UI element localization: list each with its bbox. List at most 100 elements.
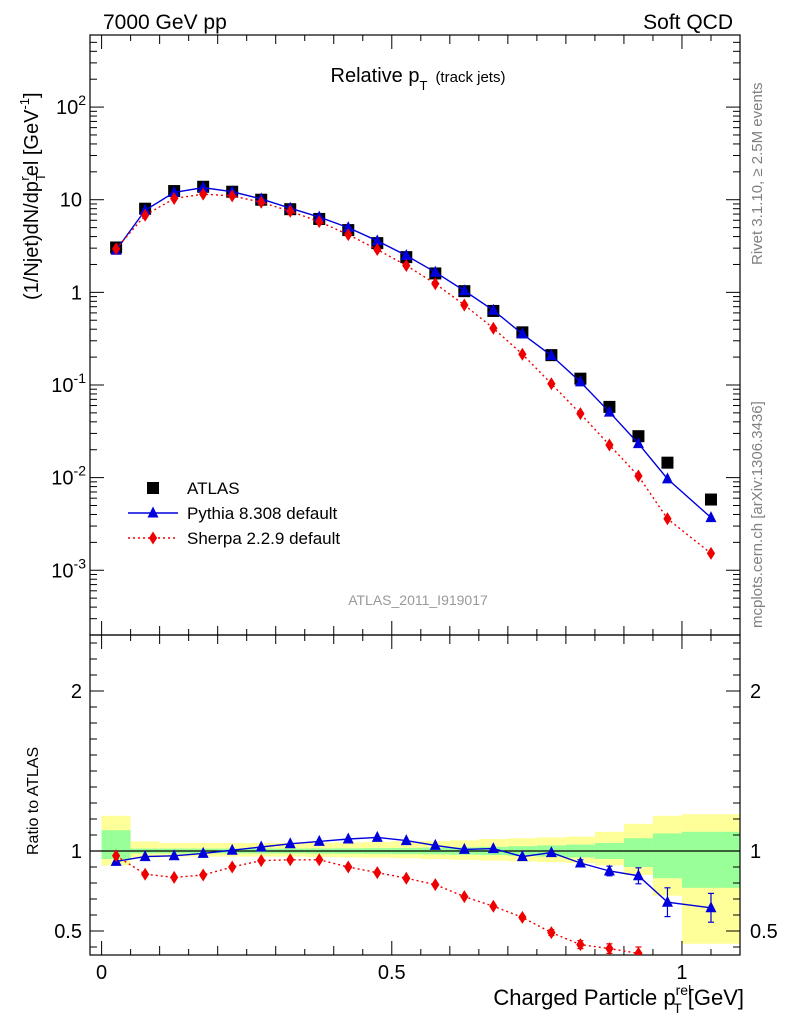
data-point <box>431 277 440 291</box>
mcplots-label: mcplots.cern.ch [arXiv:1306.3436] <box>749 401 766 628</box>
data-point <box>518 347 527 361</box>
data-point <box>313 834 325 846</box>
data-point <box>199 187 208 201</box>
data-point <box>489 321 498 335</box>
legend-label: Sherpa 2.2.9 default <box>187 529 340 548</box>
bottom-panel-border <box>89 634 741 956</box>
y-tick-label: 1 <box>71 841 82 863</box>
data-point <box>342 221 354 233</box>
data-point <box>402 258 411 272</box>
x-tick-label: 0 <box>96 962 107 984</box>
data-point <box>489 899 498 913</box>
header-left: 7000 GeV pp <box>103 11 227 34</box>
data-point <box>487 842 499 854</box>
data-point <box>286 853 295 867</box>
bottom-panel-frame: 0.5 0.5 1 1 2 2 0 0.5 1 <box>54 634 778 984</box>
x-tick-label: 0.5 <box>378 962 406 984</box>
data-point <box>373 866 382 880</box>
data-point <box>315 215 324 229</box>
ratio-band-inner <box>623 838 653 867</box>
data-point <box>168 185 180 197</box>
data-point <box>705 901 717 913</box>
data-point <box>199 868 208 882</box>
bottom-panel-text: Ratio to ATLAS Charged Particle prel T [Ge… <box>25 747 744 1016</box>
x-axis-label-main: Charged Particle p <box>493 985 675 1010</box>
data-point <box>632 869 644 881</box>
legend-marker <box>148 531 158 545</box>
data-point <box>402 871 411 885</box>
data-point <box>603 864 615 876</box>
data-point <box>315 853 324 867</box>
y-tick-label: 10-3 <box>51 555 86 582</box>
data-point <box>574 375 586 387</box>
watermark: ATLAS_2011_I919017 <box>348 592 488 608</box>
data-point <box>576 407 585 421</box>
data-point <box>170 870 179 884</box>
data-point <box>518 910 527 924</box>
data-point <box>460 890 469 904</box>
data-point <box>255 840 267 852</box>
data-point <box>373 243 382 257</box>
data-point <box>706 546 716 560</box>
data-point <box>400 248 412 260</box>
data-point <box>168 849 180 861</box>
data-point <box>111 242 121 256</box>
legend-label: Pythia 8.308 default <box>187 504 338 523</box>
data-point <box>257 195 266 209</box>
data-point <box>632 430 645 443</box>
data-point <box>429 838 441 850</box>
data-point <box>371 830 383 842</box>
data-point <box>634 469 643 483</box>
y-axis-label-bottom: Ratio to ATLAS <box>25 747 42 855</box>
y-tick-label: 1 <box>71 282 82 304</box>
x-axis-label-sup: rel <box>676 982 692 998</box>
y-tick-label: 10-1 <box>51 370 86 397</box>
legend-label: ATLAS <box>187 479 240 498</box>
data-point <box>228 860 237 874</box>
data-point <box>460 298 469 312</box>
data-point <box>400 834 412 846</box>
data-point <box>605 438 614 452</box>
top-panel-text: Relative pT (track jets) ATLAS_2011_I9190… <box>17 65 505 608</box>
data-point <box>545 846 557 858</box>
top-panel-data <box>110 180 717 560</box>
y-axis-label-top: (1/Njet)dN/dpTrel [GeV-1] <box>17 92 48 300</box>
legend: ATLAS Pythia 8.308 default Sherpa 2.2.9 de… <box>128 479 340 548</box>
data-point <box>139 850 151 862</box>
ratio-band-inner <box>681 831 740 888</box>
data-point <box>111 849 121 863</box>
data-point <box>704 493 717 506</box>
legend-marker <box>147 482 159 494</box>
data-point <box>605 942 614 955</box>
x-axis-label: Charged Particle prel T [GeV] <box>493 982 744 1016</box>
data-point <box>257 854 266 868</box>
y-tick-label: 0.5 <box>54 921 82 943</box>
y-tick-label: 10 <box>60 190 82 212</box>
legend-marker <box>147 506 159 518</box>
header-right: Soft QCD <box>643 11 733 34</box>
ratio-band-inner <box>652 833 682 879</box>
data-point <box>342 832 354 844</box>
data-point <box>545 349 557 361</box>
data-point <box>576 938 585 952</box>
data-point <box>603 405 615 417</box>
y-tick-label-right: 0.5 <box>750 921 778 943</box>
series-line <box>115 193 712 554</box>
data-point <box>547 926 556 940</box>
ratio-bands <box>101 814 740 944</box>
data-point <box>705 511 717 523</box>
plot-title-extra: (track jets) <box>435 69 505 86</box>
data-point <box>574 856 586 868</box>
data-point <box>371 234 383 246</box>
data-point <box>197 181 209 193</box>
y-tick-label-right: 1 <box>750 841 761 863</box>
data-point <box>344 860 353 874</box>
data-point <box>286 204 295 218</box>
data-point <box>707 963 715 976</box>
data-point <box>228 189 237 203</box>
data-point <box>632 437 644 449</box>
data-point <box>431 878 440 892</box>
y-tick-label-right: 2 <box>750 681 761 703</box>
data-point <box>344 228 353 242</box>
